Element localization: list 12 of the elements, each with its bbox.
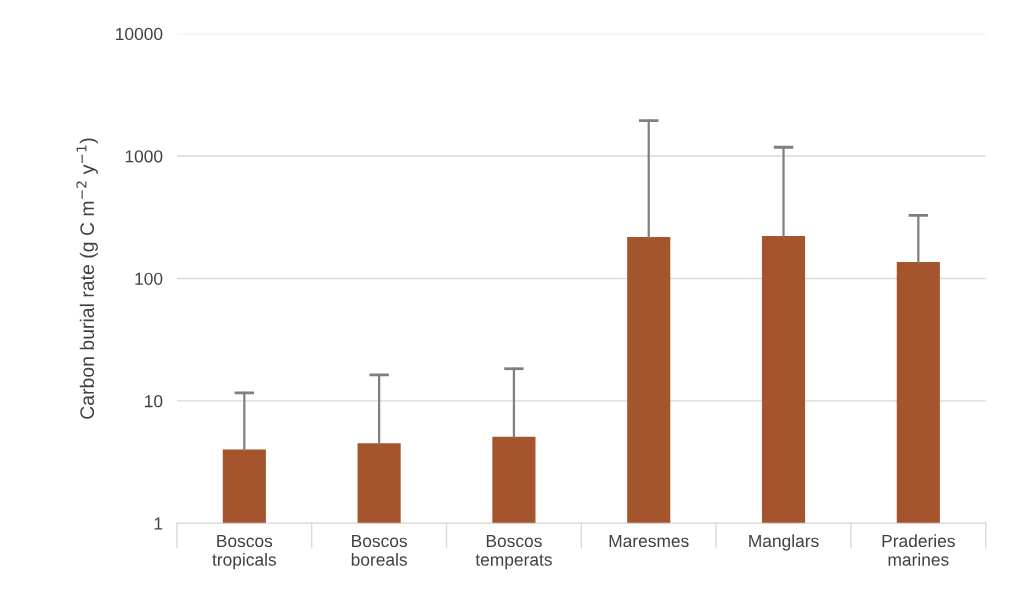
x-tick-label: Boscos temperats bbox=[475, 535, 552, 570]
y-tick-label: 10000 bbox=[116, 27, 163, 41]
y-tick-label: 1 bbox=[154, 517, 163, 530]
x-tick-label: Praderies marines bbox=[882, 534, 955, 566]
x-tick-label: Boscos tropicals bbox=[212, 535, 277, 570]
x-tick-label: Manglars bbox=[749, 534, 819, 551]
x-tick-label: Boscos boreals bbox=[351, 535, 407, 566]
y-tick-label: 100 bbox=[135, 272, 163, 285]
y-tick-label: 10 bbox=[145, 395, 163, 408]
y-tick-label: 1000 bbox=[125, 150, 163, 163]
y-axis-title: Carbon burial rate (g C m$^{−2}$ y$^{−1}$) bbox=[76, 138, 98, 419]
x-tick-label: Maresmes bbox=[609, 535, 689, 548]
